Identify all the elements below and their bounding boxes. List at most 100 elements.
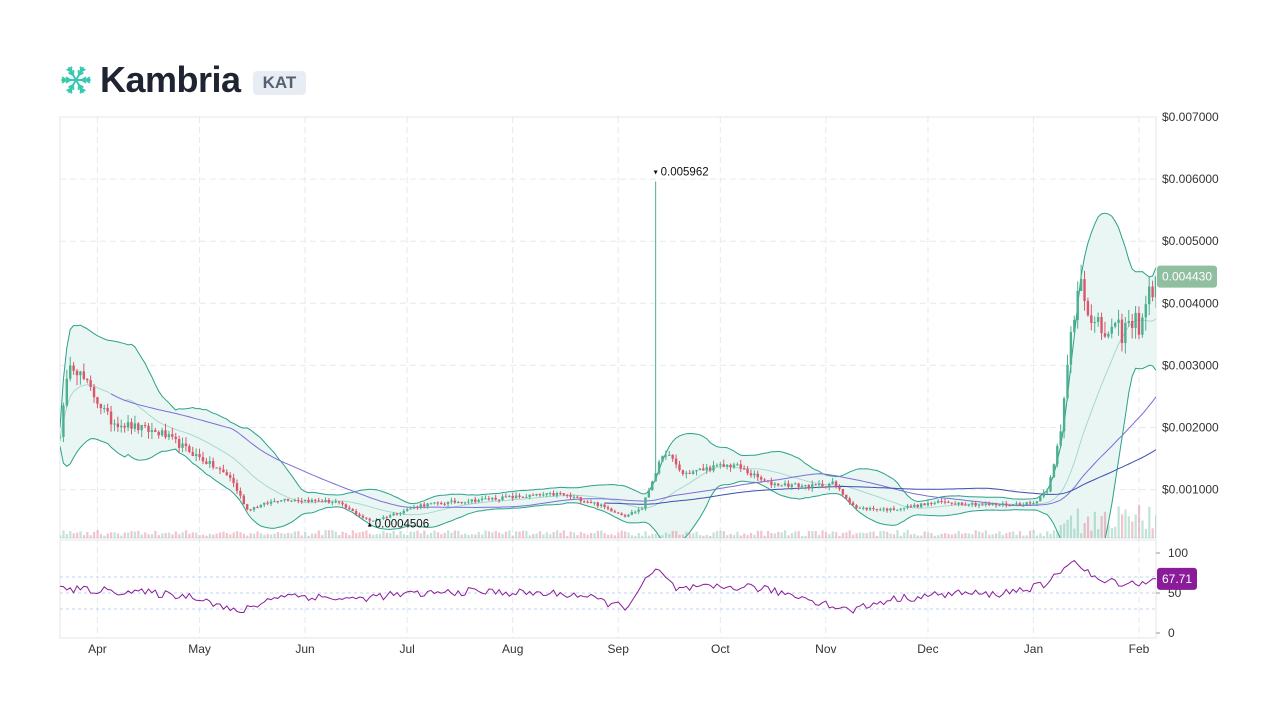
- volume-bar: [62, 530, 65, 538]
- candle-body: [565, 494, 569, 496]
- candle-body: [984, 503, 988, 505]
- candle-body: [776, 483, 780, 486]
- candle-body: [494, 497, 497, 500]
- candle-body: [457, 501, 460, 503]
- volume-bar: [191, 532, 194, 538]
- volume-bar: [1018, 531, 1022, 538]
- volume-bar: [848, 530, 851, 538]
- candle-body: [409, 508, 412, 510]
- candle-body: [834, 481, 838, 487]
- volume-bar: [916, 535, 919, 538]
- volume-bar: [1001, 535, 1005, 538]
- volume-bar: [280, 533, 283, 538]
- candle-body: [419, 504, 422, 508]
- volume-bar: [991, 534, 994, 538]
- candle-body: [307, 499, 310, 502]
- candle-body: [474, 499, 477, 502]
- volume-bar: [273, 533, 276, 538]
- volume-bar: [1134, 514, 1137, 538]
- candle-body: [358, 514, 361, 516]
- candle-body: [617, 512, 620, 514]
- candle-body: [868, 508, 872, 510]
- volume-bar: [814, 531, 817, 538]
- volume-bar: [147, 534, 150, 538]
- candle-body: [177, 439, 181, 448]
- candle-body: [879, 509, 882, 511]
- candle-body: [1127, 320, 1130, 324]
- candle-body: [960, 502, 964, 505]
- candle-body: [1090, 315, 1093, 323]
- volume-bar: [341, 531, 344, 538]
- volume-bar: [732, 535, 736, 538]
- last-price-label: 0.004430: [1162, 270, 1212, 284]
- volume-bar: [344, 532, 348, 538]
- volume-bar: [549, 534, 552, 538]
- candle-body: [603, 504, 606, 508]
- volume-bar: [675, 530, 678, 538]
- volume-bar: [913, 533, 916, 538]
- candle-body: [739, 464, 742, 469]
- volume-bar: [283, 533, 286, 538]
- candle-body: [930, 502, 933, 504]
- candle-body: [252, 507, 256, 510]
- volume-bar: [409, 531, 412, 538]
- candle-body: [344, 504, 348, 508]
- volume-bar: [753, 534, 756, 538]
- volume-bar: [293, 531, 297, 538]
- volume-bar: [852, 534, 855, 538]
- volume-bar: [1155, 515, 1156, 538]
- candle-body: [943, 501, 947, 503]
- volume-bar: [450, 532, 453, 538]
- candle-body: [998, 505, 1001, 507]
- candle-body: [205, 461, 208, 464]
- volume-bar: [1114, 526, 1117, 538]
- candle-body: [851, 502, 855, 506]
- volume-bar: [1127, 516, 1130, 538]
- volume-bar: [198, 534, 201, 538]
- volume-bar: [481, 534, 484, 538]
- candle-body: [940, 500, 943, 502]
- volume-bar: [263, 534, 266, 538]
- volume-bar: [65, 534, 69, 538]
- candle-body: [579, 497, 582, 502]
- volume-bar: [923, 531, 926, 538]
- volume-bar: [634, 535, 637, 538]
- candle-body: [174, 436, 177, 440]
- candle-body: [1052, 464, 1056, 478]
- candle-body: [1045, 491, 1049, 493]
- candle-body: [981, 504, 984, 506]
- candle-body: [259, 504, 263, 508]
- x-tick-label: May: [188, 642, 211, 656]
- volume-bar: [790, 533, 794, 538]
- volume-bar: [416, 530, 419, 538]
- x-tick-label: Jul: [400, 642, 415, 656]
- volume-bar: [372, 534, 375, 538]
- candle-body: [1093, 322, 1096, 324]
- low-marker-icon: [367, 522, 372, 527]
- candle-body: [368, 518, 371, 521]
- candle-body: [167, 434, 171, 438]
- volume-bar: [1008, 532, 1011, 538]
- candle-body: [664, 455, 668, 457]
- candle-body: [855, 505, 858, 509]
- candle-body: [280, 500, 283, 502]
- volume-bar: [246, 535, 249, 538]
- volume-bar: [702, 535, 705, 538]
- candle-body: [756, 473, 759, 478]
- volume-bar: [1012, 531, 1015, 538]
- candle-body: [742, 468, 746, 470]
- volume-bar: [133, 531, 137, 538]
- candle-body: [341, 502, 344, 505]
- candle-body: [511, 495, 514, 499]
- volume-bar: [821, 530, 824, 538]
- volume-bar: [317, 530, 320, 538]
- volume-bar: [1103, 511, 1107, 538]
- volume-bar: [184, 530, 188, 538]
- candle-body: [290, 500, 293, 502]
- volume-bar: [399, 531, 402, 538]
- volume-bar: [256, 531, 259, 538]
- candle-body: [661, 455, 664, 462]
- candle-body: [1113, 322, 1117, 327]
- candle-body: [763, 479, 766, 481]
